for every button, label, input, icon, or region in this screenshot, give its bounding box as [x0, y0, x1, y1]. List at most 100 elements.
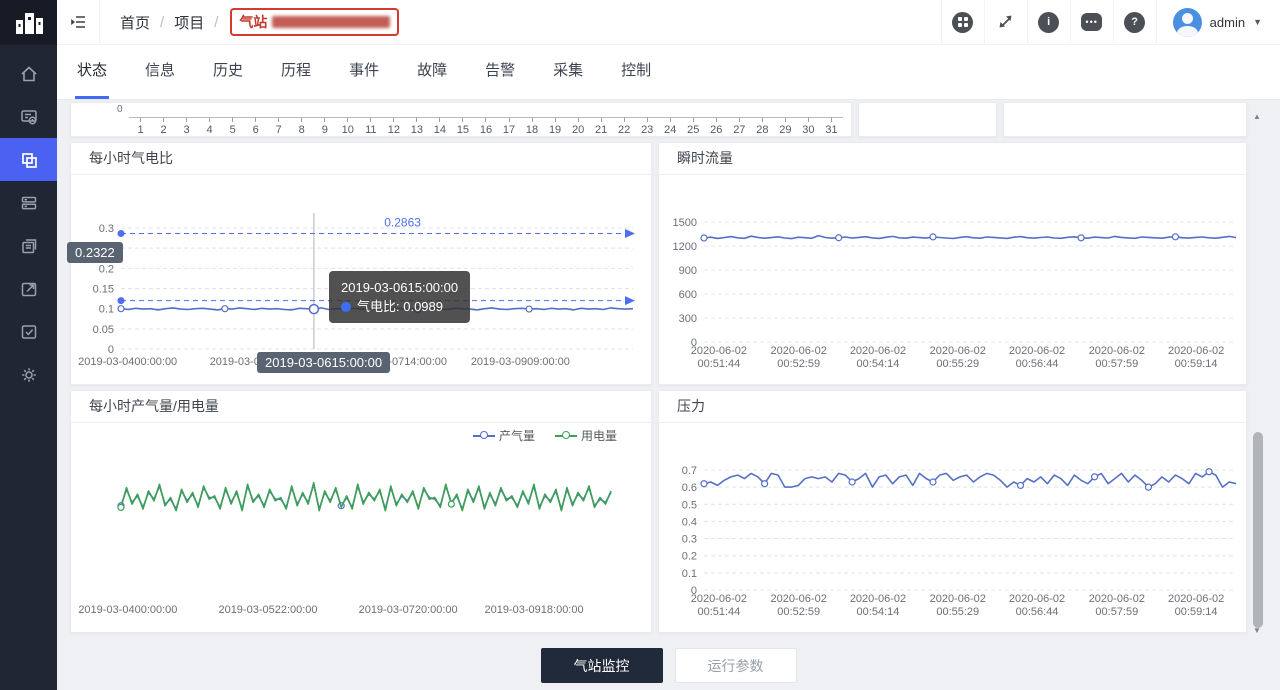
svg-text:900: 900 — [679, 265, 697, 277]
legend-line-icon — [554, 430, 577, 439]
tab-history[interactable]: 历史 — [213, 62, 244, 79]
projects-icon — [21, 152, 37, 168]
svg-text:2019-03-0909:00:00: 2019-03-0909:00:00 — [471, 356, 570, 368]
day-tick: 15 — [451, 118, 474, 136]
station-monitor-button[interactable]: 气站监控 — [540, 648, 663, 683]
sidebar-item-tasks[interactable] — [0, 310, 57, 353]
fullscreen-icon — [999, 15, 1012, 28]
svg-text:00:54:14: 00:54:14 — [857, 358, 900, 370]
breadcrumb-project[interactable]: 项目 — [174, 14, 205, 32]
pressure-chart[interactable]: 00.10.20.30.40.50.60.72020-06-0200:51:44… — [659, 423, 1248, 634]
chevron-down-icon: ▼ — [1253, 17, 1262, 27]
day-axis-days: 1 2 3 4 5 6 7 8 9 10 11 12 13 14 15 16 17 18 19 20 21 22 23 24 2… — [129, 117, 843, 136]
svg-text:2020-06-02: 2020-06-02 — [930, 345, 986, 357]
tab-collect[interactable]: 采集 — [553, 62, 584, 79]
svg-text:1200: 1200 — [673, 241, 697, 253]
tab-course[interactable]: 历程 — [281, 62, 312, 79]
legend-item-gas[interactable]: 产气量 — [472, 427, 535, 444]
svg-text:2020-06-02: 2020-06-02 — [850, 345, 906, 357]
apps-button[interactable] — [940, 0, 984, 45]
svg-text:2020-06-02: 2020-06-02 — [1089, 593, 1145, 605]
svg-text:2020-06-02: 2020-06-02 — [691, 345, 747, 357]
tooltip-value: 气电比: 0.0989 — [357, 299, 443, 314]
device-list-icon — [21, 196, 36, 209]
breadcrumb-separator: / — [160, 13, 165, 31]
svg-text:00:57:59: 00:57:59 — [1095, 358, 1138, 370]
tab-status[interactable]: 状态 — [75, 59, 110, 99]
help-icon: ? — [1124, 11, 1146, 33]
tab-info[interactable]: 信息 — [145, 62, 176, 79]
tooltip-title: 2019-03-0615:00:00 — [341, 280, 459, 295]
sidebar-collapse-button[interactable] — [57, 0, 100, 45]
apps-icon — [952, 11, 974, 33]
export-icon — [21, 282, 36, 296]
svg-text:2020-06-02: 2020-06-02 — [1168, 593, 1224, 605]
flow-chart[interactable]: 0300600900120015002020-06-0200:51:442020… — [659, 175, 1248, 386]
user-name: admin — [1209, 14, 1246, 30]
svg-text:2020-06-02: 2020-06-02 — [930, 593, 986, 605]
svg-text:2020-06-02: 2020-06-02 — [1009, 593, 1065, 605]
scroll-down-icon[interactable]: ▼ — [1253, 626, 1261, 635]
tab-alarms[interactable]: 告警 — [485, 62, 516, 79]
svg-text:0.05: 0.05 — [93, 324, 114, 336]
svg-text:00:57:59: 00:57:59 — [1095, 606, 1138, 618]
help-button[interactable]: ? — [1112, 0, 1156, 45]
day-tick: 7 — [267, 118, 290, 136]
vertical-scrollbar[interactable]: ▲ ▼ — [1251, 102, 1265, 642]
sidebar-item-report[interactable] — [0, 95, 57, 138]
svg-text:2020-06-02: 2020-06-02 — [1089, 345, 1145, 357]
day-tick: 21 — [590, 118, 613, 136]
sidebar-item-export[interactable] — [0, 267, 57, 310]
tab-faults[interactable]: 故障 — [417, 62, 448, 79]
chart-legend: 产气量 用电量 — [472, 427, 617, 444]
breadcrumb-separator: / — [214, 13, 219, 31]
svg-text:00:56:44: 00:56:44 — [1016, 358, 1059, 370]
series-marker-icon — [341, 301, 351, 312]
buildings-logo-icon — [15, 12, 43, 34]
svg-text:0.6: 0.6 — [682, 482, 697, 494]
svg-text:0.15: 0.15 — [93, 284, 114, 296]
day-tick: 18 — [521, 118, 544, 136]
breadcrumb-station-chip[interactable]: 气站 — [230, 8, 400, 36]
day-tick: 10 — [336, 118, 359, 136]
sidebar-item-pages[interactable] — [0, 224, 57, 267]
svg-text:0: 0 — [691, 585, 697, 597]
footer-actions: 气站监控 运行参数 — [57, 648, 1280, 683]
scroll-up-icon[interactable]: ▲ — [1253, 112, 1261, 121]
sidebar-item-settings[interactable] — [0, 353, 57, 396]
svg-text:00:52:59: 00:52:59 — [777, 358, 820, 370]
menu-fold-icon — [71, 16, 85, 28]
fullscreen-button[interactable] — [983, 0, 1027, 45]
breadcrumb-home[interactable]: 首页 — [120, 14, 151, 32]
production-chart[interactable]: 2019-03-0400:00:00 2019-03-0522:00:00 2019… — [71, 423, 653, 634]
clipped-panel-3 — [1003, 102, 1247, 137]
legend-item-power[interactable]: 用电量 — [554, 427, 617, 444]
sidebar-item-devices[interactable] — [0, 181, 57, 224]
tab-events[interactable]: 事件 — [349, 62, 380, 79]
day-tick: 28 — [751, 118, 774, 136]
day-tick: 3 — [175, 118, 198, 136]
sidebar-item-projects[interactable] — [0, 138, 57, 181]
clipped-panel-2 — [858, 102, 997, 137]
svg-text:0.3: 0.3 — [682, 534, 697, 546]
svg-text:00:59:14: 00:59:14 — [1175, 606, 1218, 618]
svg-text:00:52:59: 00:52:59 — [777, 606, 820, 618]
info-button[interactable]: i — [1026, 0, 1070, 45]
run-params-button[interactable]: 运行参数 — [674, 648, 797, 683]
scrollbar-thumb[interactable] — [1253, 432, 1263, 628]
svg-text:0.5: 0.5 — [682, 499, 697, 511]
user-menu[interactable]: admin ▼ — [1155, 0, 1280, 45]
svg-text:2020-06-02: 2020-06-02 — [850, 593, 906, 605]
settings-gear-icon — [21, 367, 36, 382]
tab-control[interactable]: 控制 — [621, 62, 652, 79]
day-tick: 26 — [705, 118, 728, 136]
message-button[interactable]: ••• — [1069, 0, 1113, 45]
sidebar-item-home[interactable] — [0, 52, 57, 95]
svg-text:00:54:14: 00:54:14 — [857, 606, 900, 618]
pressure-panel: 压力 0 0.1 0.2 0.3 0.4 0.5 0.6 0.7 2020-06-02 00:51… — [658, 390, 1247, 633]
day-tick: 6 — [244, 118, 267, 136]
sidebar-nav — [0, 52, 57, 396]
day-axis-zero-label: 0 — [117, 104, 123, 115]
panel-title: 每小时产气量/用电量 — [71, 391, 651, 423]
